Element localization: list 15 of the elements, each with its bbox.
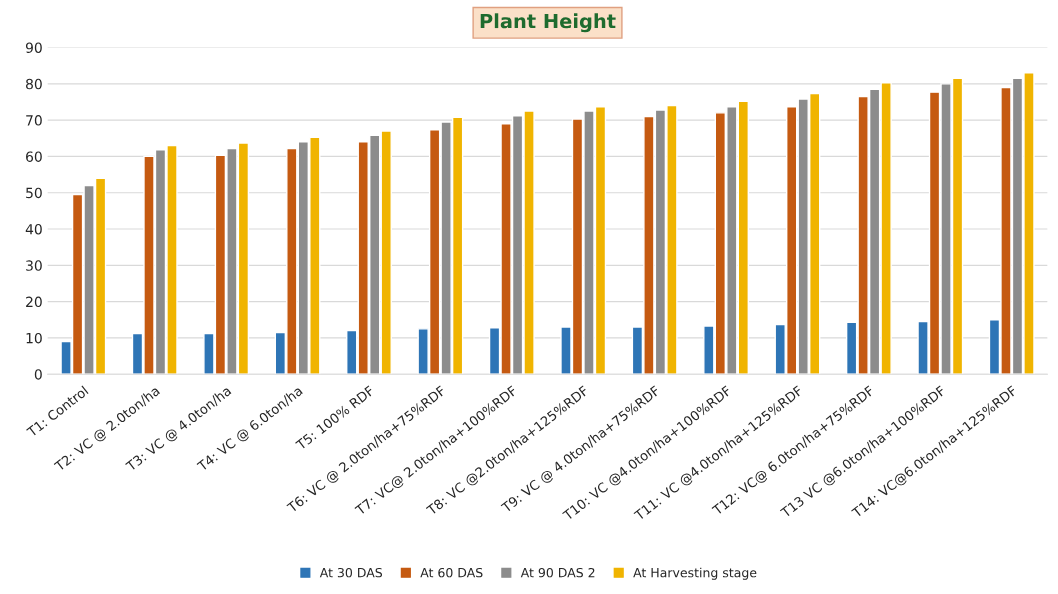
y-tick-label: 50 bbox=[26, 187, 42, 199]
y-tick-label: 80 bbox=[26, 78, 42, 90]
y-tick-label: 90 bbox=[25, 42, 42, 53]
y-tick-label: 40 bbox=[25, 223, 42, 235]
y-tick-label: 30 bbox=[26, 260, 42, 271]
legend-label: At 60 DAS bbox=[420, 567, 483, 578]
legend-label: At 30 DAS bbox=[319, 567, 383, 578]
y-tick-label: 10 bbox=[26, 332, 42, 344]
legend-label: At 90 DAS 2 bbox=[520, 567, 595, 578]
y-tick-label: 70 bbox=[26, 115, 42, 126]
y-tick-label: 60 bbox=[26, 151, 42, 162]
y-tick-label: 0 bbox=[34, 369, 42, 380]
chart-title: Plant Height bbox=[480, 13, 616, 33]
y-tick-label: 20 bbox=[26, 296, 42, 308]
legend-label: At Harvesting stage bbox=[633, 567, 757, 580]
